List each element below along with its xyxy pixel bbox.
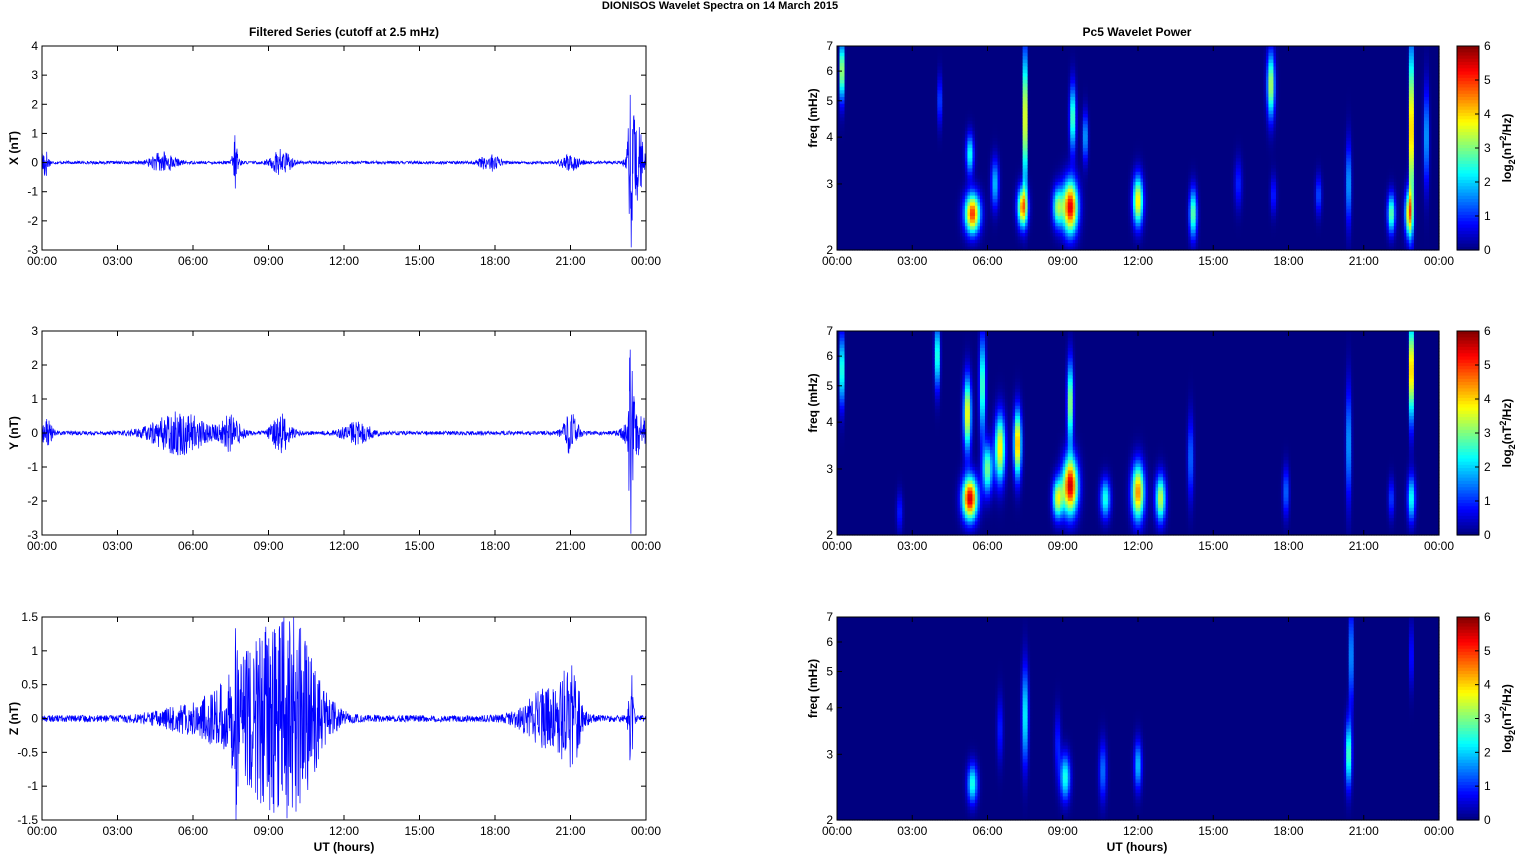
y-tick-label: 1.5 — [21, 610, 38, 624]
plot-area — [42, 46, 646, 250]
x-tick-label: 00:00 — [631, 824, 661, 838]
x-tick-label: 00:00 — [631, 539, 661, 553]
x-tick-label: 21:00 — [555, 254, 585, 268]
y-axis-label: X (nT) — [7, 131, 21, 165]
x-tick-label: 12:00 — [329, 539, 359, 553]
x-tick-label: 18:00 — [480, 539, 510, 553]
y-tick-label: -1 — [27, 185, 38, 199]
x-tick-label: 09:00 — [253, 539, 283, 553]
x-tick-label: 15:00 — [404, 824, 434, 838]
y-tick-label: 2 — [31, 97, 38, 111]
figure-title: DIONISOS Wavelet Spectra on 14 March 201… — [602, 0, 838, 12]
y-tick-label: 0.5 — [21, 678, 38, 692]
x-tick-label: 03:00 — [102, 824, 132, 838]
x-tick-label: 06:00 — [178, 824, 208, 838]
x-tick-label: 03:00 — [102, 254, 132, 268]
y-tick-label: -0.5 — [17, 745, 38, 759]
x-axis-label-left: UT (hours) — [314, 840, 375, 854]
y-tick-label: 3 — [31, 324, 38, 338]
y-tick-label: 3 — [31, 68, 38, 82]
x-tick-label: 12:00 — [329, 254, 359, 268]
x-tick-label: 18:00 — [480, 824, 510, 838]
y-tick-label: -1 — [27, 779, 38, 793]
y-tick-label: 1 — [31, 126, 38, 140]
x-tick-label: 21:00 — [555, 539, 585, 553]
x-tick-label: 00:00 — [631, 254, 661, 268]
y-axis-label: Y (nT) — [7, 416, 21, 450]
y-tick-label: -1 — [27, 460, 38, 474]
x-tick-label: 03:00 — [102, 539, 132, 553]
x-tick-label: 00:00 — [27, 539, 57, 553]
y-tick-label: 1 — [31, 644, 38, 658]
y-tick-label: 0 — [31, 712, 38, 726]
y-tick-label: 1 — [31, 392, 38, 406]
x-tick-label: 06:00 — [178, 254, 208, 268]
y-tick-label: -2 — [27, 494, 38, 508]
x-tick-label: 15:00 — [404, 254, 434, 268]
x-tick-label: 15:00 — [404, 539, 434, 553]
y-tick-label: -2 — [27, 214, 38, 228]
x-tick-label: 00:00 — [27, 824, 57, 838]
x-tick-label: 09:00 — [253, 254, 283, 268]
x-tick-label: 06:00 — [178, 539, 208, 553]
x-tick-label: 00:00 — [27, 254, 57, 268]
x-tick-label: 21:00 — [555, 824, 585, 838]
y-tick-label: 4 — [31, 39, 38, 53]
series-panel-z: 1.510.50-0.5-1-1.500:00 03:00 06:00 09:00 12… — [7, 610, 661, 838]
y-tick-label: 0 — [31, 426, 38, 440]
x-tick-label: 12:00 — [329, 824, 359, 838]
y-axis-label: Z (nT) — [7, 702, 21, 735]
y-tick-label: 2 — [31, 358, 38, 372]
x-tick-label: 09:00 — [253, 824, 283, 838]
x-axis-label-right: UT (hours) — [1107, 840, 1168, 854]
y-tick-label: 0 — [31, 156, 38, 170]
left-column-title: Filtered Series (cutoff at 2.5 mHz) — [249, 25, 439, 39]
right-column-title: Pc5 Wavelet Power — [1083, 25, 1192, 39]
x-tick-label: 18:00 — [480, 254, 510, 268]
